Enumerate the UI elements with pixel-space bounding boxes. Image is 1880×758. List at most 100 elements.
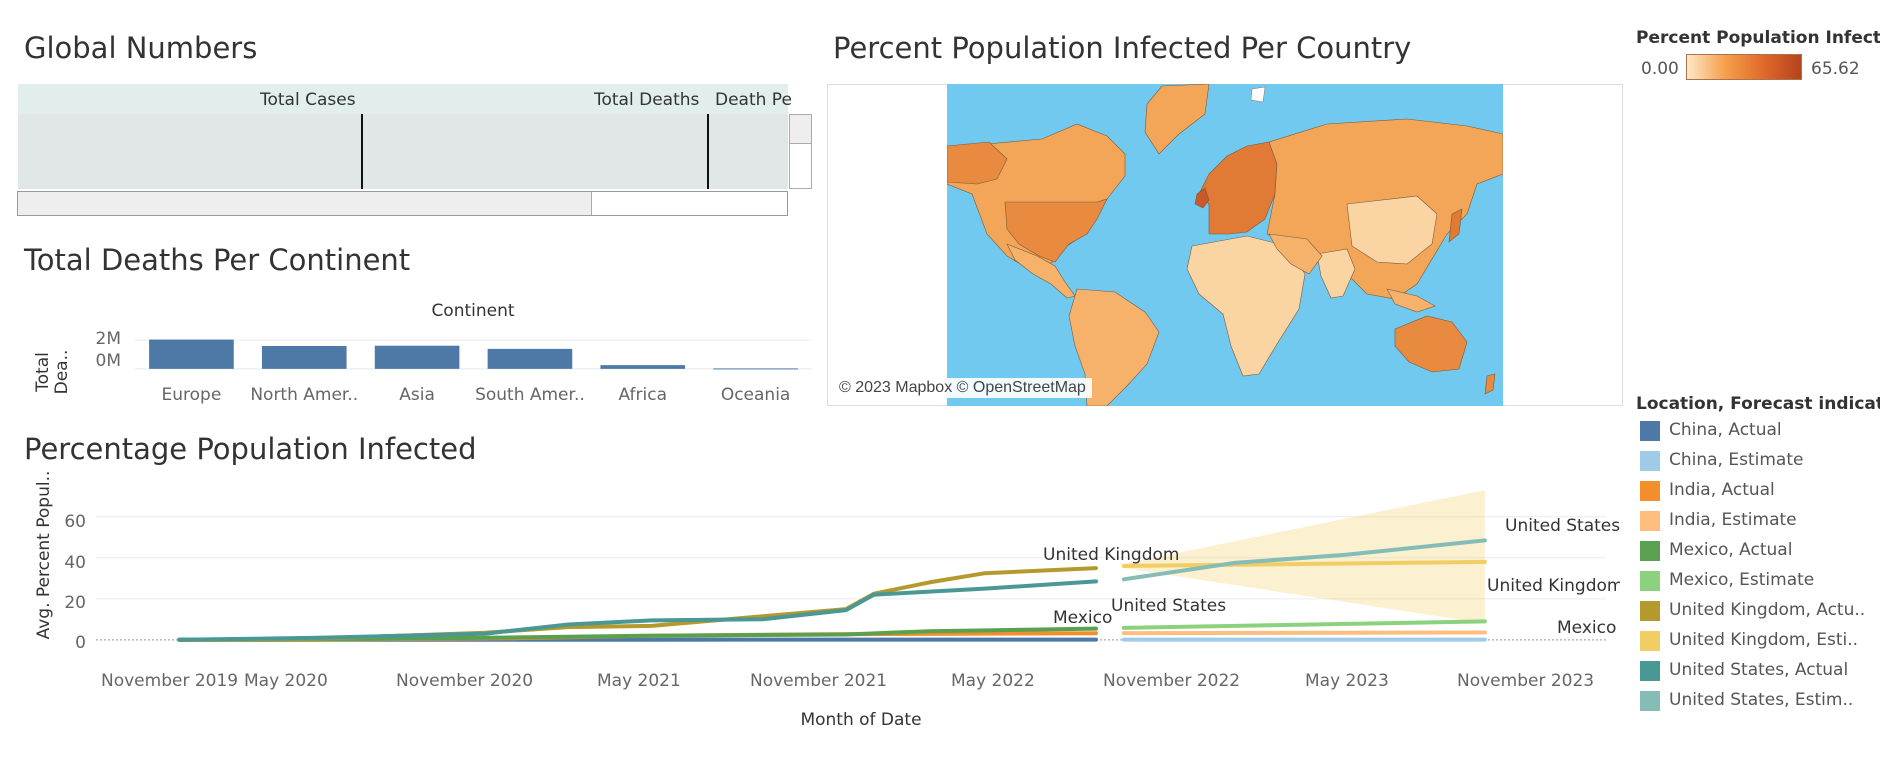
line-y-tick: 60 <box>64 512 86 532</box>
line-x-tick: November 2019 <box>101 671 238 691</box>
usa-shape[interactable] <box>1004 198 1108 263</box>
legend-swatch <box>1640 601 1660 621</box>
indonesia-shape[interactable] <box>1386 288 1436 313</box>
legend-label: Mexico, Actual <box>1669 540 1793 560</box>
annotation-united-states-forecast: United States <box>1505 516 1620 536</box>
south-america-shape[interactable] <box>1068 288 1160 406</box>
horizontal-scrollbar[interactable] <box>17 191 788 216</box>
alaska-shape[interactable] <box>947 141 1008 185</box>
bar-y-tick: 2M <box>96 329 121 349</box>
col-death-percentage[interactable]: Death Pe <box>715 90 792 110</box>
legend-swatch <box>1640 691 1660 711</box>
svalbard-shape <box>1250 86 1266 103</box>
bar-y-axis-label-line1: Total <box>33 352 53 393</box>
line-y-tick: 20 <box>64 593 86 613</box>
annotation-united-kingdom-forecast: United Kingdom <box>1487 576 1620 596</box>
annotation-united-states: United States <box>1111 596 1226 616</box>
bar-south-amer[interactable] <box>487 348 573 369</box>
legend-label: United Kingdom, Actu.. <box>1669 600 1866 620</box>
color-legend-gradient[interactable] <box>1686 54 1802 80</box>
bar-x-label: South Amer.. <box>475 385 585 405</box>
new-zealand-shape[interactable] <box>1484 373 1496 395</box>
color-legend-max: 65.62 <box>1811 59 1860 79</box>
global-numbers-header: Total Cases Total Deaths Death Pe <box>18 84 792 115</box>
legend-swatch <box>1640 571 1660 591</box>
legend-swatch <box>1640 481 1660 501</box>
line-chart-title: Percentage Population Infected <box>24 432 477 466</box>
middle-east-shape[interactable] <box>1268 233 1323 275</box>
legend-label: United States, Estim.. <box>1669 690 1854 710</box>
line-x-tick: May 2023 <box>1305 671 1389 691</box>
series-united-states-estimate[interactable] <box>1121 538 1487 582</box>
bar-x-label: Asia <box>399 385 435 405</box>
continent-chart-title: Total Deaths Per Continent <box>24 243 411 277</box>
global-numbers-title: Global Numbers <box>24 31 258 65</box>
percentage-line-chart[interactable]: Avg. Percent Popul.. Month of Date 60 40… <box>0 470 1620 740</box>
map-credit[interactable]: © 2023 Mapbox © OpenStreetMap <box>833 378 1092 398</box>
australia-shape[interactable] <box>1394 315 1468 373</box>
line-x-tick: November 2022 <box>1103 671 1240 691</box>
line-x-tick: November 2021 <box>750 671 887 691</box>
legend-swatch <box>1640 511 1660 531</box>
line-y-axis-label: Avg. Percent Popul.. <box>34 471 54 640</box>
legend-label: Mexico, Estimate <box>1669 570 1815 590</box>
line-y-tick: 40 <box>64 553 86 573</box>
column-divider <box>361 114 363 189</box>
bar-y-axis-label-line2: Dea.. <box>52 350 72 395</box>
bar-x-label: North Amer.. <box>250 385 358 405</box>
bar-x-label: Europe <box>162 385 222 405</box>
color-legend-title: Percent Population Infect.. <box>1636 28 1880 48</box>
global-numbers-body <box>18 114 788 189</box>
uk-shape[interactable] <box>1194 187 1210 209</box>
series-united-kingdom-estimate[interactable] <box>1121 559 1487 568</box>
scrollbar-thumb[interactable] <box>790 115 811 144</box>
series-united-states-actual[interactable] <box>177 579 1098 642</box>
line-x-tick: May 2020 <box>244 671 328 691</box>
world-map[interactable] <box>947 84 1503 406</box>
legend-swatch <box>1640 661 1660 681</box>
annotation-mexico: Mexico <box>1053 608 1112 628</box>
bar-y-tick: 0M <box>96 351 121 371</box>
china-shape[interactable] <box>1346 195 1438 265</box>
india-shape[interactable] <box>1316 248 1356 299</box>
annotation-united-kingdom: United Kingdom <box>1043 545 1179 565</box>
continent-bar-chart[interactable]: Continent Total Dea.. 2M 0M Europe North … <box>0 292 820 412</box>
series-mexico-estimate[interactable] <box>1121 619 1487 630</box>
bar-oceania[interactable] <box>713 368 798 370</box>
series-legend-title: Location, Forecast indicat.. <box>1636 394 1880 414</box>
color-legend-min: 0.00 <box>1641 59 1679 79</box>
greenland-shape[interactable] <box>1144 84 1210 155</box>
column-divider <box>707 114 709 189</box>
mexico-shape[interactable] <box>1006 243 1076 299</box>
line-y-tick: 0 <box>75 633 86 653</box>
vertical-scrollbar[interactable] <box>789 114 812 189</box>
bar-africa[interactable] <box>600 365 686 369</box>
legend-label: China, Actual <box>1669 420 1782 440</box>
legend-label: India, Estimate <box>1669 510 1797 530</box>
legend-swatch <box>1640 631 1660 651</box>
legend-swatch <box>1640 541 1660 561</box>
series-india-estimate[interactable] <box>1121 630 1487 636</box>
line-x-tick: May 2022 <box>951 671 1035 691</box>
legend-swatch <box>1640 451 1660 471</box>
line-x-tick: November 2023 <box>1457 671 1594 691</box>
line-x-axis-label: Month of Date <box>800 710 921 730</box>
line-x-tick: November 2020 <box>396 671 533 691</box>
map-title: Percent Population Infected Per Country <box>833 31 1412 65</box>
bar-asia[interactable] <box>374 345 460 369</box>
col-total-deaths[interactable]: Total Deaths <box>594 90 700 110</box>
japan-shape[interactable] <box>1448 208 1463 243</box>
continent-header: Continent <box>431 301 514 321</box>
col-total-cases[interactable]: Total Cases <box>260 90 356 110</box>
bar-europe[interactable] <box>149 339 234 369</box>
bar-x-label: Oceania <box>721 385 791 405</box>
bar-north-amer[interactable] <box>261 346 347 369</box>
bar-x-label: Africa <box>619 385 668 405</box>
legend-label: United Kingdom, Esti.. <box>1669 630 1859 650</box>
legend-label: United States, Actual <box>1669 660 1849 680</box>
legend-label: China, Estimate <box>1669 450 1804 470</box>
legend-swatch <box>1640 421 1660 441</box>
annotation-mexico-forecast: Mexico <box>1557 618 1616 638</box>
line-x-tick: May 2021 <box>597 671 681 691</box>
scrollbar-thumb[interactable] <box>18 192 592 215</box>
